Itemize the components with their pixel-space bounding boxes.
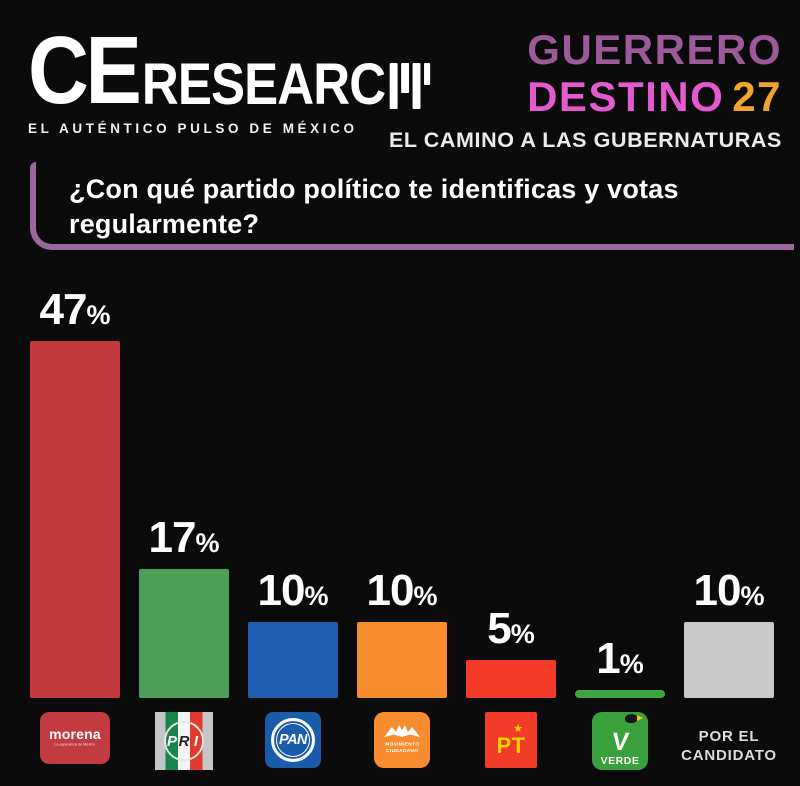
bar-morena xyxy=(30,341,120,698)
title-series: DESTINO 27 xyxy=(389,75,782,119)
brand-block: CE RESEARC EL AUTÉNTICO PULSO DE MÉXICO xyxy=(28,17,485,136)
bar-mc xyxy=(357,622,447,698)
bar-chart: 47% 17% 10% 10% 5% 1% 10% xyxy=(30,285,774,698)
verde-logo: V VERDE xyxy=(592,712,648,770)
value-label-verde: 1% xyxy=(596,634,644,683)
bar-column-candidato: 10% xyxy=(684,569,774,698)
toucan-icon xyxy=(625,714,643,723)
eagle-icon xyxy=(384,725,420,737)
brand-tagline: EL AUTÉNTICO PULSO DE MÉXICO xyxy=(28,120,358,136)
question-text: ¿Con qué partido político te identificas… xyxy=(69,174,679,239)
question-box: ¿Con qué partido político te identificas… xyxy=(30,162,794,250)
title-destino-text: DESTINO xyxy=(527,73,725,121)
bar-column-pan: 10% xyxy=(248,569,338,698)
logo-cell-mc: MOVIMIENTO CIUDADANO xyxy=(357,712,447,770)
value-label-candidato: 10% xyxy=(693,566,765,615)
bar-column-pt: 5% xyxy=(466,607,556,698)
bar-candidato xyxy=(684,622,774,698)
bar-chart-h-icon xyxy=(389,62,431,109)
pan-circle: PAN xyxy=(271,718,315,762)
logo-cell-candidato: POR EL CANDIDATO xyxy=(681,712,777,770)
title-number: 27 xyxy=(732,73,782,121)
logo-ce-text: CE xyxy=(28,17,142,124)
ce-research-logo: CE RESEARC xyxy=(28,17,431,124)
bar-pt xyxy=(466,660,556,698)
bar-column-mc: 10% xyxy=(357,569,447,698)
value-label-morena: 47% xyxy=(39,285,111,334)
value-label-pan: 10% xyxy=(257,566,329,615)
pan-wordmark: PAN xyxy=(278,732,308,748)
pt-logo: ★ PT xyxy=(485,712,537,768)
bar-column-morena: 47% xyxy=(30,288,120,698)
pt-star-icon: ★ xyxy=(513,722,523,735)
bar-column-pri: 17% xyxy=(139,516,229,698)
logo-cell-pan: PAN xyxy=(248,712,338,770)
pan-logo: PAN xyxy=(265,712,321,768)
movimiento-ciudadano-logo: MOVIMIENTO CIUDADANO xyxy=(374,712,430,768)
bar-column-verde: 1% xyxy=(575,637,665,698)
value-label-mc: 10% xyxy=(366,566,438,615)
bar-pri xyxy=(139,569,229,698)
logo-research-text: RESEARC xyxy=(141,52,386,118)
title-subtitle: EL CAMINO A LAS GUBERNATURAS xyxy=(388,128,782,153)
pt-wordmark: PT xyxy=(496,732,526,758)
verde-v-mark: V xyxy=(610,727,630,756)
title-block: GUERRERO DESTINO 27 EL CAMINO A LAS GUBER… xyxy=(388,26,782,153)
title-state: GUERRERO xyxy=(527,26,782,73)
morena-wordmark: morena xyxy=(49,725,101,742)
morena-slogan: La esperanza de México xyxy=(54,743,96,747)
logo-cell-pt: ★ PT xyxy=(466,712,556,770)
value-label-pri: 17% xyxy=(148,513,220,562)
mc-wordmark: MOVIMIENTO CIUDADANO xyxy=(384,742,420,754)
value-label-pt: 5% xyxy=(487,604,535,653)
bar-pan xyxy=(248,622,338,698)
verde-wordmark: VERDE xyxy=(600,754,640,767)
morena-logo: morena La esperanza de México xyxy=(40,712,110,764)
bar-verde xyxy=(575,690,665,698)
logo-cell-morena: morena La esperanza de México xyxy=(30,712,120,770)
logo-cell-verde: V VERDE xyxy=(575,712,665,770)
por-el-candidato-label: POR EL CANDIDATO xyxy=(681,728,777,764)
